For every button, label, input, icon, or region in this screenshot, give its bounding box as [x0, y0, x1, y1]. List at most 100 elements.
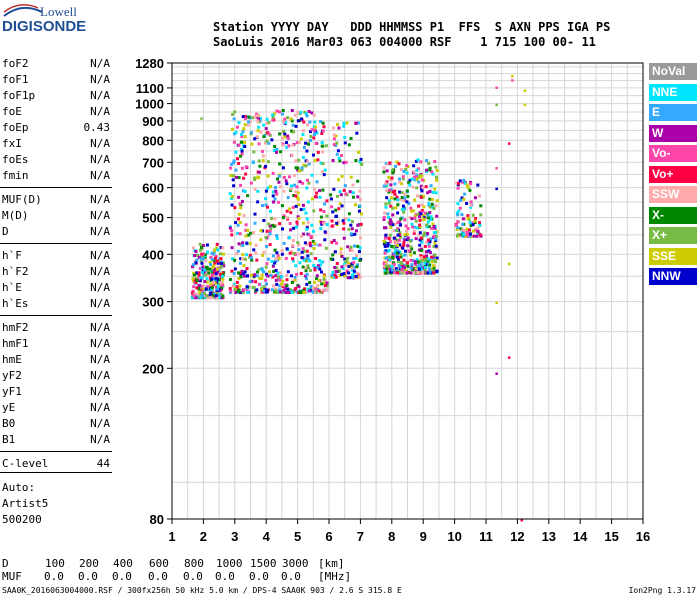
echo-point: [318, 189, 322, 193]
echo-point: [261, 229, 265, 233]
param-row-hf: h`F N/A: [2, 249, 110, 264]
echo-point: [194, 261, 198, 265]
echo-point: [280, 136, 284, 140]
echo-point: [240, 152, 244, 156]
echo-point: [432, 234, 436, 238]
echo-point: [266, 174, 270, 178]
echo-point: [425, 168, 429, 172]
echo-point: [416, 212, 420, 216]
echo-point: [238, 202, 242, 206]
echo-point: [463, 192, 467, 196]
echo-point: [428, 268, 432, 272]
param-name: B1: [2, 433, 16, 446]
echo-point: [419, 259, 423, 263]
echo-point: [319, 208, 323, 212]
echo-point: [204, 265, 208, 269]
param-row-foes: foEs N/A: [2, 153, 110, 168]
plot-frame: [171, 62, 644, 520]
y-tick-label: 1280: [135, 56, 164, 71]
echo-point: [215, 267, 219, 271]
echo-point: [507, 142, 511, 145]
echo-point: [282, 189, 286, 193]
echo-point: [428, 168, 432, 172]
echo-point: [394, 271, 398, 275]
echo-point: [321, 188, 325, 192]
echo-point: [458, 206, 462, 210]
echo-point: [307, 233, 311, 237]
echo-point: [403, 218, 407, 222]
echo-point: [304, 259, 308, 263]
echo-point: [296, 195, 300, 199]
echo-point: [231, 113, 235, 117]
echo-point: [264, 127, 268, 131]
echo-point: [291, 239, 295, 243]
echo-point: [205, 294, 209, 298]
echo-point: [219, 266, 223, 270]
echo-point: [396, 249, 400, 253]
echo-point: [395, 160, 399, 164]
param-row-yf2: yF2 N/A: [2, 369, 110, 384]
echo-point: [406, 261, 410, 265]
echo-point: [393, 182, 397, 186]
echo-point: [495, 103, 498, 107]
echo-point: [271, 284, 275, 288]
echo-point: [192, 263, 196, 267]
echo-point: [257, 170, 261, 174]
echo-point: [299, 137, 303, 141]
echo-point: [349, 223, 353, 227]
echo-point: [267, 234, 271, 238]
echo-point: [332, 239, 336, 243]
echo-point: [419, 160, 423, 164]
echo-point: [429, 237, 433, 241]
echo-point: [275, 234, 279, 238]
echo-point: [219, 286, 223, 290]
echo-point: [221, 277, 225, 281]
echo-point: [403, 196, 407, 200]
echo-point: [278, 290, 282, 294]
echo-point: [465, 227, 469, 231]
echo-point: [301, 265, 305, 269]
echo-point: [336, 122, 340, 126]
echo-point: [250, 142, 254, 146]
muf-unit: [MHz]: [318, 570, 352, 583]
echo-point: [266, 186, 270, 190]
distance-value: 200: [79, 557, 99, 570]
echo-point: [298, 141, 302, 145]
divider: [0, 472, 112, 473]
artist-code: 500200: [2, 513, 42, 526]
echo-point: [335, 270, 339, 274]
echo-point: [348, 190, 352, 194]
echo-point: [403, 270, 407, 274]
echo-point: [401, 207, 405, 211]
echo-point: [286, 116, 290, 120]
echo-point: [339, 193, 343, 197]
echo-point: [265, 244, 269, 248]
echo-point: [456, 233, 460, 237]
echo-point: [210, 287, 214, 291]
echo-point: [473, 219, 477, 223]
x-tick-label: 4: [263, 529, 271, 544]
echo-point: [420, 189, 424, 193]
echo-point: [298, 180, 302, 184]
echo-point: [284, 290, 288, 294]
echo-point: [280, 249, 284, 253]
echo-point: [404, 167, 408, 171]
param-value: N/A: [90, 89, 110, 102]
echo-point: [244, 172, 248, 176]
param-value: N/A: [90, 73, 110, 86]
echo-point: [213, 267, 217, 271]
echo-point: [405, 164, 409, 168]
echo-point: [301, 181, 305, 185]
echo-point: [465, 201, 469, 205]
echo-point: [200, 261, 204, 265]
echo-point: [423, 216, 427, 220]
echo-point: [388, 258, 392, 262]
muf-label: MUF: [2, 570, 22, 583]
legend-item-x: X+: [649, 227, 697, 244]
echo-point: [356, 121, 360, 125]
echo-point: [413, 268, 417, 272]
echo-point: [254, 251, 258, 255]
echo-point: [218, 252, 222, 256]
echo-point: [272, 112, 276, 116]
echo-point: [335, 266, 339, 270]
